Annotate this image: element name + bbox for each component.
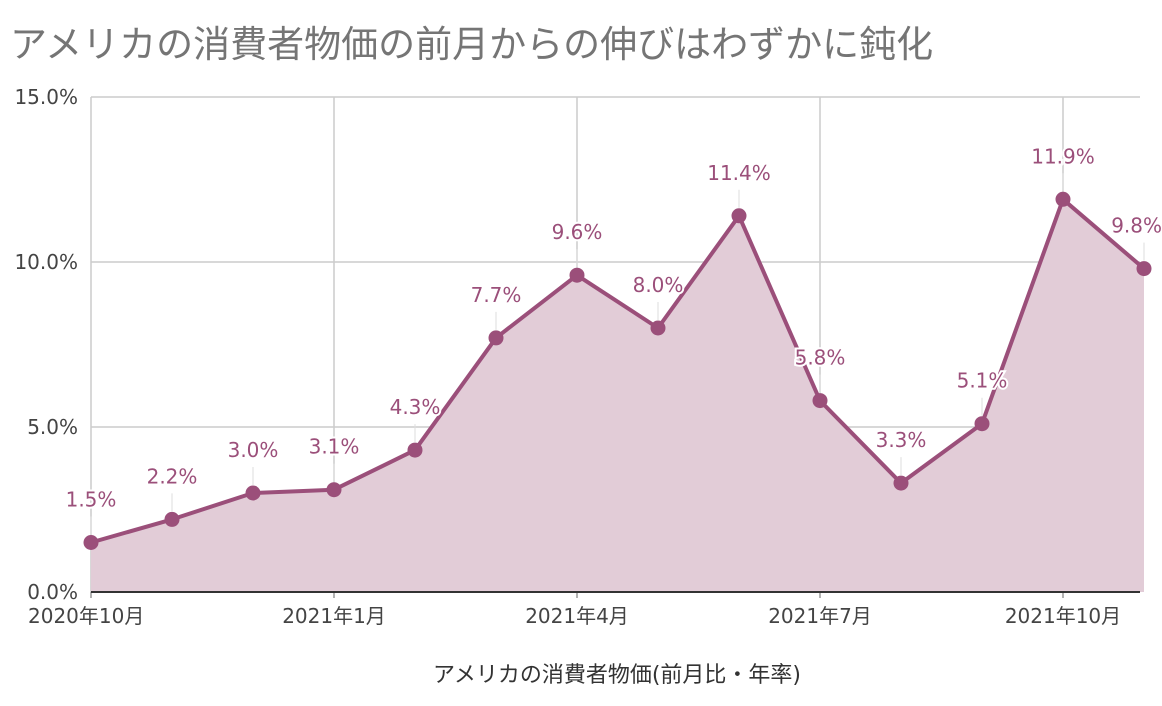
data-label: 3.3% bbox=[876, 428, 927, 452]
data-point bbox=[1055, 191, 1071, 207]
data-point bbox=[164, 511, 180, 527]
data-point bbox=[569, 267, 585, 283]
x-tick-label: 2021年4月 bbox=[525, 604, 629, 628]
y-tick-label: 15.0% bbox=[14, 85, 78, 109]
data-point bbox=[1136, 261, 1152, 277]
data-label: 9.8% bbox=[1111, 214, 1162, 238]
series-line bbox=[90, 197, 1146, 545]
data-point bbox=[407, 442, 423, 458]
data-point bbox=[731, 208, 747, 224]
x-tick-label: 2021年10月 bbox=[1005, 604, 1121, 628]
data-label: 1.5% bbox=[66, 488, 117, 512]
data-label: 3.1% bbox=[309, 435, 360, 459]
data-label: 3.0% bbox=[228, 438, 279, 462]
y-tick-label: 5.0% bbox=[27, 415, 78, 439]
data-point bbox=[83, 535, 99, 550]
data-label: 8.0% bbox=[633, 273, 684, 297]
y-tick-label: 0.0% bbox=[27, 580, 78, 604]
data-point bbox=[812, 393, 828, 409]
data-point bbox=[893, 475, 909, 491]
data-label: 5.1% bbox=[957, 369, 1008, 393]
x-axis-label: アメリカの消費者物価(前月比・年率) bbox=[433, 663, 801, 688]
x-tick-label: 2021年1月 bbox=[282, 604, 386, 628]
data-label: 5.8% bbox=[795, 346, 846, 370]
data-label: 2.2% bbox=[147, 464, 198, 488]
chart-title: アメリカの消費者物価の前月からの伸びはわずかに鈍化 bbox=[10, 23, 934, 66]
x-tick-label: 2020年10月 bbox=[28, 604, 144, 628]
data-point bbox=[326, 482, 342, 498]
x-tick-label: 2021年7月 bbox=[768, 604, 872, 628]
data-point bbox=[650, 320, 666, 336]
data-label: 11.9% bbox=[1031, 144, 1095, 168]
data-point bbox=[245, 485, 261, 501]
series-area bbox=[91, 199, 1144, 593]
data-label: 4.3% bbox=[390, 395, 441, 419]
data-point bbox=[488, 330, 504, 346]
data-label: 9.6% bbox=[552, 220, 603, 244]
data-label: 11.4% bbox=[707, 161, 771, 185]
data-point bbox=[974, 416, 990, 432]
y-tick-label: 10.0% bbox=[14, 250, 78, 274]
data-label: 7.7% bbox=[471, 283, 522, 307]
